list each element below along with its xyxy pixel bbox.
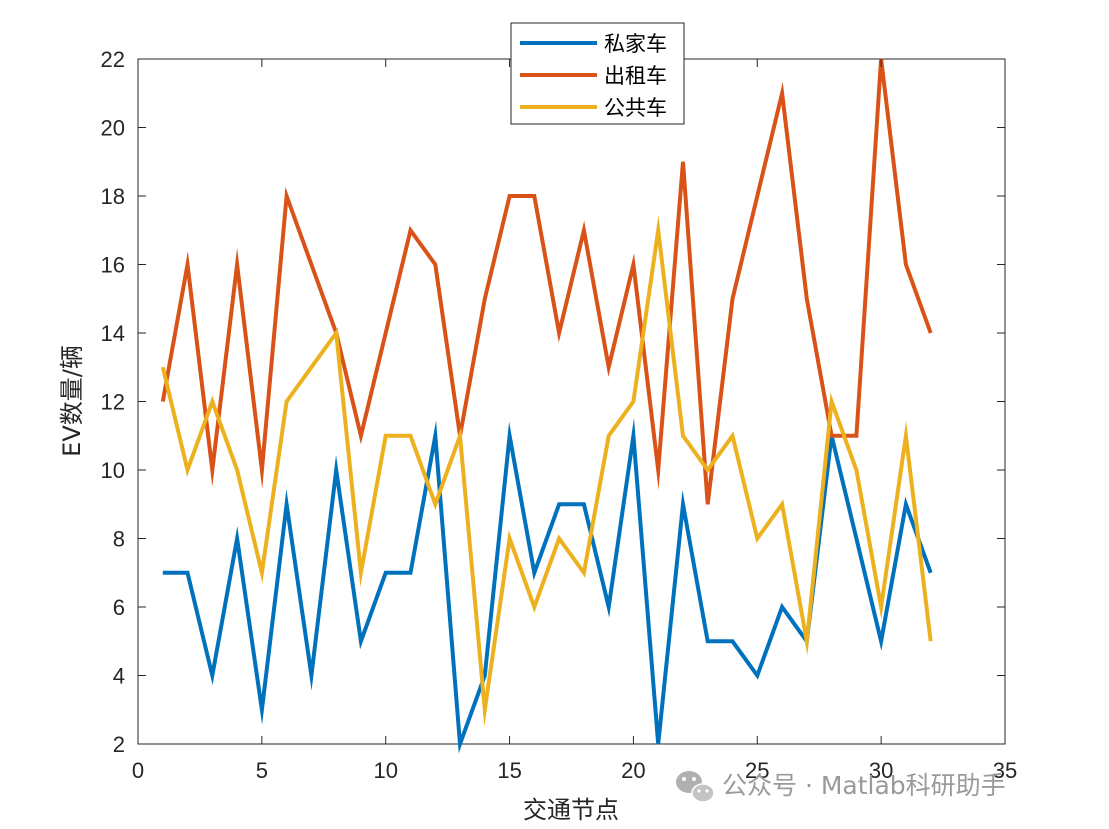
- series-line-1: [162, 417, 933, 754]
- wechat-icon: [676, 771, 715, 803]
- series-line-3: [160, 215, 933, 727]
- y-tick-label: 10: [101, 458, 125, 483]
- x-axis-label: 交通节点: [523, 796, 619, 824]
- watermark: 公众号 · Matlab科研助手: [676, 771, 1006, 803]
- y-tick-label: 2: [113, 732, 125, 757]
- legend-label: 私家车: [604, 32, 667, 56]
- x-tick-label: 20: [621, 758, 645, 783]
- legend-label: 公共车: [604, 96, 667, 120]
- y-tick-label: 22: [101, 47, 125, 72]
- legend-label: 出租车: [604, 64, 667, 88]
- x-tick-label: 30: [869, 758, 893, 783]
- series-layer: [160, 58, 933, 754]
- y-tick-label: 12: [101, 390, 125, 415]
- y-tick-label: 16: [101, 253, 125, 278]
- y-tick-label: 4: [113, 664, 125, 689]
- x-tick-label: 25: [745, 758, 769, 783]
- y-tick-label: 20: [101, 116, 125, 141]
- x-tick-label: 10: [373, 758, 397, 783]
- y-tick-label: 14: [101, 321, 125, 346]
- x-tick-label: 35: [993, 758, 1017, 783]
- y-tick-label: 8: [113, 527, 125, 552]
- x-tick-label: 5: [256, 758, 268, 783]
- x-tick-label: 0: [132, 758, 144, 783]
- watermark-text: 公众号 · Matlab科研助手: [722, 771, 1006, 800]
- y-tick-label: 18: [101, 184, 125, 209]
- y-tick-label: 6: [113, 595, 125, 620]
- axes-ticks: 0 5 10 15 20 25 30 35 2 4 6 8 10 12 14 16 18 20 22: [101, 47, 1018, 783]
- y-axis-label: EV数量/辆: [58, 345, 86, 457]
- series-line-2: [160, 58, 933, 505]
- x-tick-label: 15: [497, 758, 521, 783]
